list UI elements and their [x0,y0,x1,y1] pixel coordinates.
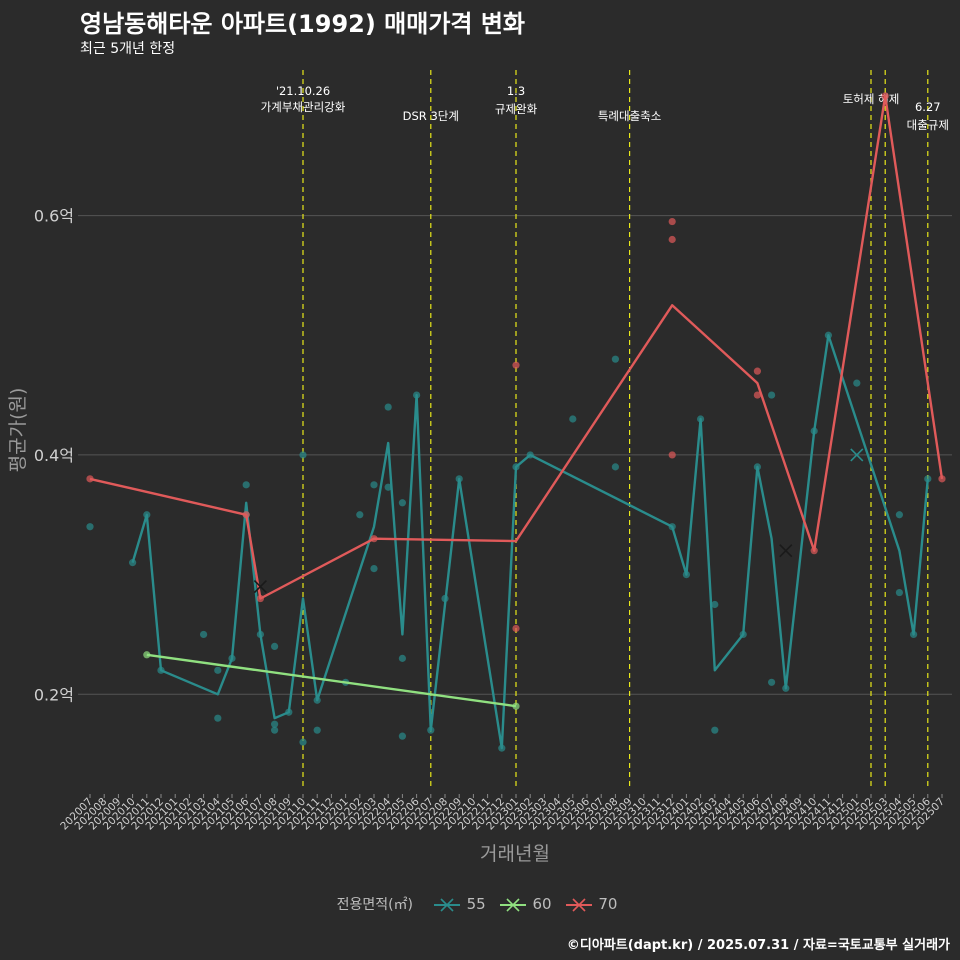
y-axis-title: 평균가(원) [7,388,29,473]
series-line [89,94,944,600]
data-point [313,726,321,734]
data-point [512,702,520,710]
cross-marker [779,544,793,558]
data-point [299,451,307,459]
data-point [271,720,279,728]
data-point [611,355,620,363]
series-line [146,653,517,708]
data-point [271,726,279,734]
chart-title: 영남동해타운 아파트(1992) 매매가격 변화 [80,10,525,38]
event-label: 1.3 규제완화 [495,84,538,116]
data-point [611,463,620,471]
legend-label: 60 [532,895,552,913]
data-point [768,391,776,399]
data-point [242,481,250,489]
data-point [143,651,151,659]
series-60 [143,651,520,710]
data-point [200,630,208,639]
data-point [86,475,94,483]
data-point [569,415,577,423]
event-label: 토허제 해제 [843,92,900,106]
legend-item-55: 55 [432,895,486,913]
event-label: 6.27 대출규제 [907,100,949,132]
data-point [711,726,719,734]
cross-marker [850,448,864,462]
caption: ©디아파트(dapt.kr) / 2025.07.31 / 자료=국토교통부 실… [566,938,950,953]
data-point [370,565,378,573]
cross-marker [253,579,267,594]
data-point [753,391,762,399]
data-point [384,403,392,411]
data-point [668,235,676,244]
series-70 [86,92,946,633]
data-point [398,732,406,740]
data-point [895,511,904,519]
data-point [512,624,520,633]
data-point [924,475,932,483]
data-point [299,738,307,746]
y-tick-label: 0.2억 [34,685,74,704]
series-group [86,92,946,752]
y-tick-label: 0.4억 [34,446,74,465]
legend: 전용면적(㎡) 55 60 70 [0,894,960,914]
data-point [668,451,676,459]
data-point [129,559,137,567]
legend-swatch [499,897,526,912]
legend-item-70: 70 [564,895,618,913]
y-tick-label: 0.6억 [34,207,74,226]
data-point [768,678,776,686]
data-point [753,367,762,375]
legend-title: 전용면적(㎡) [336,897,414,913]
data-point [356,511,364,519]
data-point [214,666,222,674]
data-point [398,499,406,507]
data-point [895,588,904,597]
y-axis: 0.2억 0.4억 0.6억 [34,207,74,705]
event-label: '21.10.26 가계부채관리강화 [261,84,346,114]
grid [78,215,952,695]
data-point [853,379,861,387]
event-label: 특례대출축소 [598,109,661,123]
legend-label: 70 [598,895,618,913]
x-axis-title: 거래년월 [480,843,550,865]
data-point [512,361,520,369]
chart-subtitle: 최근 5개년 한정 [80,41,176,57]
event-label: DSR 3단계 [403,109,459,123]
x-axis: 2020072020082020092020102020112020122021… [58,794,947,832]
data-point [384,483,392,491]
legend-item-60: 60 [498,895,552,913]
data-point [711,600,719,609]
data-point [86,523,94,531]
data-point [370,481,378,489]
data-point [668,217,676,226]
data-point [271,642,279,650]
legend-label: 55 [466,895,486,913]
data-point [214,714,222,722]
data-point [398,654,406,662]
legend-swatch [565,897,592,912]
legend-swatch [433,897,460,912]
